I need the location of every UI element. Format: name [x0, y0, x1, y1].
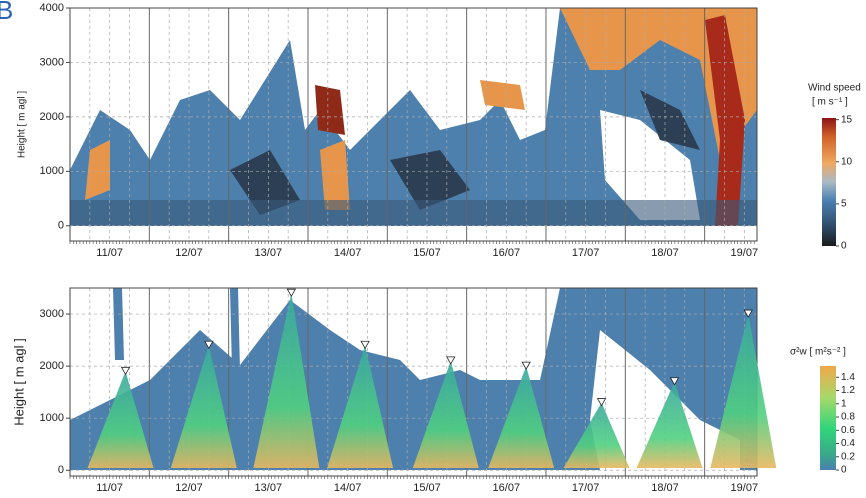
colorbar-units: [ m s⁻¹ ] — [812, 97, 848, 108]
colorbar-tick-label: 0.6 — [841, 425, 855, 436]
y-tick-label: 1000 — [40, 412, 64, 424]
x-tick-label: 11/07 — [96, 482, 123, 494]
plume — [170, 345, 237, 468]
colorbar-tick-label: 0.4 — [841, 438, 855, 449]
panel-label: B — [0, 0, 13, 25]
peak-marker — [446, 356, 456, 365]
plume — [412, 360, 479, 468]
y-tick-label: 3000 — [40, 56, 64, 68]
plume — [253, 293, 320, 468]
y-tick-label: 2000 — [40, 111, 64, 123]
peak-marker — [743, 309, 753, 318]
x-tick-label: 13/07 — [255, 482, 283, 494]
peak-marker — [120, 366, 131, 376]
x-tick-label: 16/07 — [493, 482, 521, 494]
y-tick-label: 0 — [58, 464, 64, 476]
peak-marker — [286, 288, 297, 298]
x-tick-label: 15/07 — [413, 482, 441, 494]
peak-marker — [204, 340, 214, 350]
y-axis-label: Height [ m agl ] — [11, 338, 26, 425]
plume — [488, 366, 555, 468]
colorbar-tick-label: 10 — [841, 156, 853, 167]
x-tick-label: 12/07 — [175, 482, 203, 494]
x-tick-label: 19/07 — [731, 482, 759, 494]
x-tick-label: 14/07 — [334, 247, 362, 259]
peak-marker — [521, 361, 531, 370]
peak-marker — [669, 377, 680, 386]
colorbar-tick-label: 1.2 — [841, 385, 855, 396]
colorbar-label: Wind speed — [808, 83, 861, 94]
peak-marker — [360, 340, 370, 350]
colorbar-tick-label: 0 — [841, 465, 847, 476]
x-tick-label: 18/07 — [651, 247, 679, 259]
x-tick-label: 17/07 — [572, 247, 600, 259]
x-tick-label: 14/07 — [334, 482, 362, 494]
colorbar-tick-label: 0.8 — [841, 412, 855, 423]
x-tick-label: 15/07 — [413, 247, 441, 259]
variance-field — [70, 288, 757, 470]
y-tick-label: 4000 — [40, 2, 64, 14]
colorbar-tick-label: 5 — [841, 199, 847, 210]
x-tick-label: 18/07 — [651, 482, 679, 494]
y-tick-label: 1000 — [40, 165, 64, 177]
plume — [636, 381, 703, 468]
y-tick-label: 3000 — [40, 308, 64, 320]
y-tick-label: 2000 — [40, 360, 64, 372]
panel-top: 0 1000 2000 3000 4000 11/07 12/07 13/07 14/07 15/… — [17, 2, 861, 259]
colorbar-tick-label: 1 — [841, 398, 847, 409]
x-tick-label: 19/07 — [731, 247, 759, 259]
colorbar-tick-label: 15 — [841, 114, 853, 125]
colorbar — [822, 118, 836, 246]
colorbar-tick-label: 0 — [841, 241, 847, 252]
x-tick-label: 12/07 — [175, 247, 203, 259]
peak-marker — [596, 398, 607, 407]
y-axis-label: Height [ m agl ] — [17, 91, 28, 158]
y-tick-label: 0 — [58, 220, 64, 232]
x-tick-label: 13/07 — [255, 247, 283, 259]
x-tick-label: 11/07 — [96, 247, 123, 259]
colorbar-tick-label: 0.2 — [841, 451, 855, 462]
colorbar — [820, 366, 836, 470]
plume — [87, 371, 154, 468]
plot-frame — [69, 7, 758, 242]
panel-bottom: 0 1000 2000 3000 11/07 12/07 13/07 14/07 15/07 16… — [11, 287, 855, 494]
colorbar-label: σ²w [ m²s⁻² ] — [790, 347, 846, 358]
plume — [710, 314, 777, 468]
plume — [327, 345, 394, 468]
x-tick-label: 16/07 — [493, 247, 521, 259]
x-tick-label: 17/07 — [572, 482, 600, 494]
plume — [563, 402, 630, 468]
colorbar-tick-label: 1.4 — [841, 372, 855, 383]
